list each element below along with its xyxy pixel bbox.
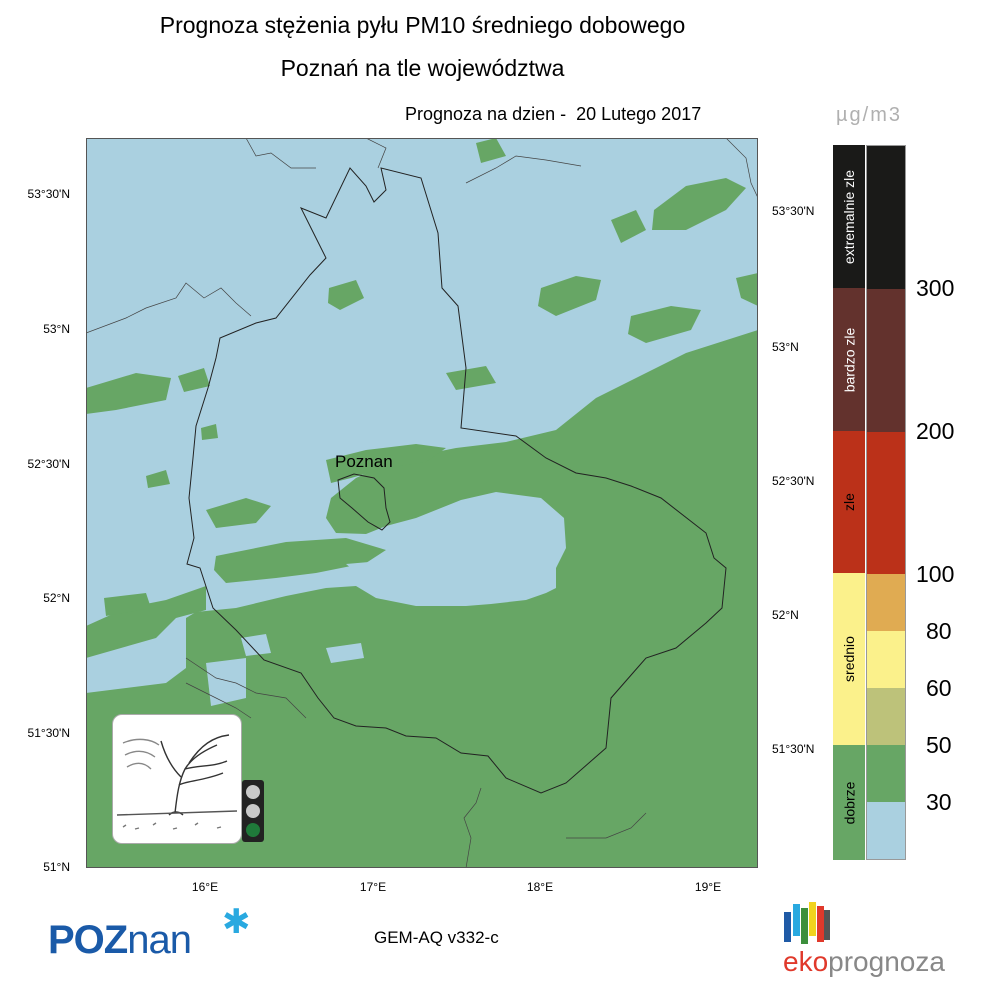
map-frame: [86, 138, 758, 868]
ekoprognoza-logo: ekoprognoza: [783, 946, 945, 977]
city-label-poznan: Poznan: [335, 452, 393, 471]
lat-label-right: 53°N: [772, 340, 799, 354]
legend-unit: µg/m3: [836, 104, 902, 126]
traffic-light-yellow-off: [246, 804, 260, 818]
legend-category-bad: zle: [833, 431, 865, 573]
traffic-light-red-off: [246, 785, 260, 799]
scale-tick: 100: [916, 561, 955, 587]
model-version: GEM-AQ v332-c: [374, 928, 499, 947]
scale-segment: [867, 745, 905, 802]
scale-segment: [867, 574, 905, 631]
country-borders: [86, 138, 758, 868]
scale-tick: 200: [916, 418, 955, 444]
light-patches: [206, 548, 461, 706]
lat-label-left: 52°N: [43, 591, 70, 605]
legend-category-average: srednio: [833, 573, 865, 745]
poznan-logo: POZnan: [48, 918, 192, 962]
color-scale-bar: [866, 145, 906, 860]
scale-segment: [867, 802, 905, 859]
traffic-light-green-on: [246, 823, 260, 837]
asterisk-icon: ✱: [222, 903, 251, 941]
ekoprognoza-logo-bars-icon: [784, 902, 830, 944]
scale-segment: [867, 289, 905, 432]
lat-label-left: 53°30'N: [27, 187, 70, 201]
lon-label: 19°E: [694, 880, 722, 894]
forecast-date: Prognoza na dzien - 20 Lutego 2017: [405, 104, 702, 124]
scale-segment: [867, 146, 905, 289]
wind-tree-illustration: [112, 714, 242, 844]
lat-label-right: 52°N: [772, 608, 799, 622]
map-title: Prognoza stężenia pyłu PM10 średniego do…: [159, 12, 686, 38]
good-zone: [86, 138, 758, 868]
scale-tick: 50: [926, 732, 952, 758]
lat-label-right: 53°30'N: [772, 204, 815, 218]
legend-category-good: dobrze: [833, 745, 865, 860]
lat-label-left: 53°N: [43, 322, 70, 336]
scale-segment: [867, 631, 905, 688]
admin-borders: [186, 167, 727, 794]
lat-label-left: 51°N: [43, 860, 70, 874]
lon-label: 17°E: [359, 880, 387, 894]
lat-label-right: 51°30'N: [772, 742, 815, 756]
scale-segment: [867, 688, 905, 745]
scale-tick: 80: [926, 618, 952, 644]
map-subtitle: Poznań na tle województwa: [280, 55, 565, 81]
lat-label-left: 51°30'N: [27, 726, 70, 740]
lat-label-right: 52°30'N: [772, 474, 815, 488]
scale-segment: [867, 432, 905, 574]
legend-category-very-bad: bardzo zle: [833, 288, 865, 431]
legend-category-extremely-bad: extremalnie zle: [833, 145, 865, 288]
tree-icon: [116, 734, 238, 830]
scale-tick: 300: [916, 275, 955, 301]
lat-label-left: 52°30'N: [27, 457, 70, 471]
lon-label: 16°E: [191, 880, 219, 894]
lon-label: 18°E: [526, 880, 554, 894]
scale-tick: 30: [926, 789, 952, 815]
scale-tick: 60: [926, 675, 952, 701]
traffic-light-icon: [242, 780, 264, 842]
